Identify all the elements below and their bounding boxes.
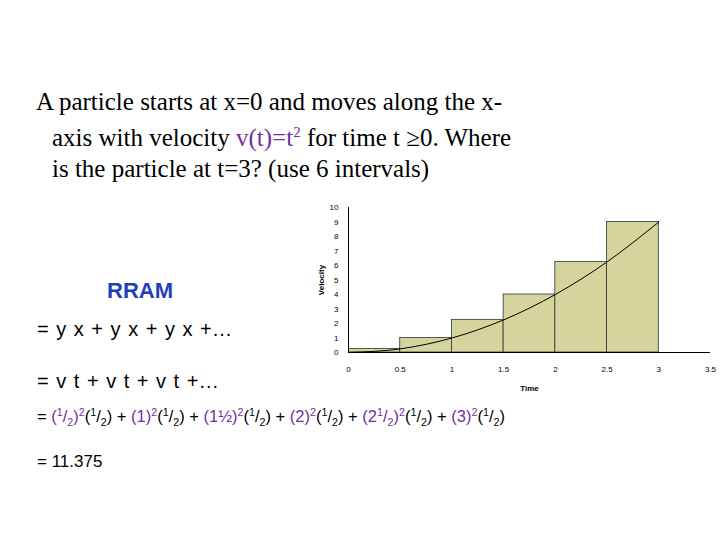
svg-text:8: 8 (334, 232, 339, 241)
html-text:is the particle at t=3? (use 6: is the particle at t=3? (use 6 intervals… (52, 155, 430, 183)
html-text:1/2)2(1/2) + (3)2(1/2): 1/2)2(1/2) + (3)2(1/2) (377, 405, 505, 428)
svg-text:5: 5 (334, 276, 339, 285)
svg-text:2: 2 (553, 365, 558, 374)
svg-text:1.5: 1.5 (498, 365, 510, 374)
svg-text:7: 7 (334, 247, 339, 256)
svg-text:3: 3 (657, 365, 662, 374)
html-text:A particle starts at x=0 and m: A particle starts at x=0 and moves along… (36, 88, 503, 115)
svg-text:3: 3 (334, 305, 339, 314)
html-text:= 11.375: = 11.375 (37, 452, 103, 471)
svg-text:4: 4 (334, 290, 339, 299)
svg-text:Velocity: Velocity (317, 264, 326, 295)
svg-text:0: 0 (346, 365, 351, 374)
html-text:axis with velocity v(t)=t2for: axis with velocity v(t)=t2for time t ≥0.… (52, 124, 512, 152)
html-text:= y x + y x + y x +...: = y x + y x + y x +... (37, 318, 233, 340)
svg-text:2: 2 (334, 319, 339, 328)
svg-text:0.5: 0.5 (395, 365, 407, 374)
svg-text:1: 1 (334, 334, 339, 343)
svg-text:3.5: 3.5 (705, 365, 717, 374)
html-text:RRAM: RRAM (107, 278, 173, 303)
svg-text:0: 0 (334, 348, 339, 357)
html-text:= (1/2)2(1/2) + (1)2(1/2) + (1: = (1/2)2(1/2) + (1)2(1/2) + (1½)2(1/2) +… (37, 405, 377, 428)
svg-text:2.5: 2.5 (602, 365, 614, 374)
svg-text:9: 9 (334, 218, 339, 227)
html-text:= v t + v t + v t +...: = v t + v t + v t +... (37, 370, 220, 392)
svg-text:10: 10 (330, 203, 339, 212)
svg-text:Time: Time (520, 384, 539, 393)
svg-text:1: 1 (450, 365, 455, 374)
svg-text:6: 6 (334, 261, 339, 270)
